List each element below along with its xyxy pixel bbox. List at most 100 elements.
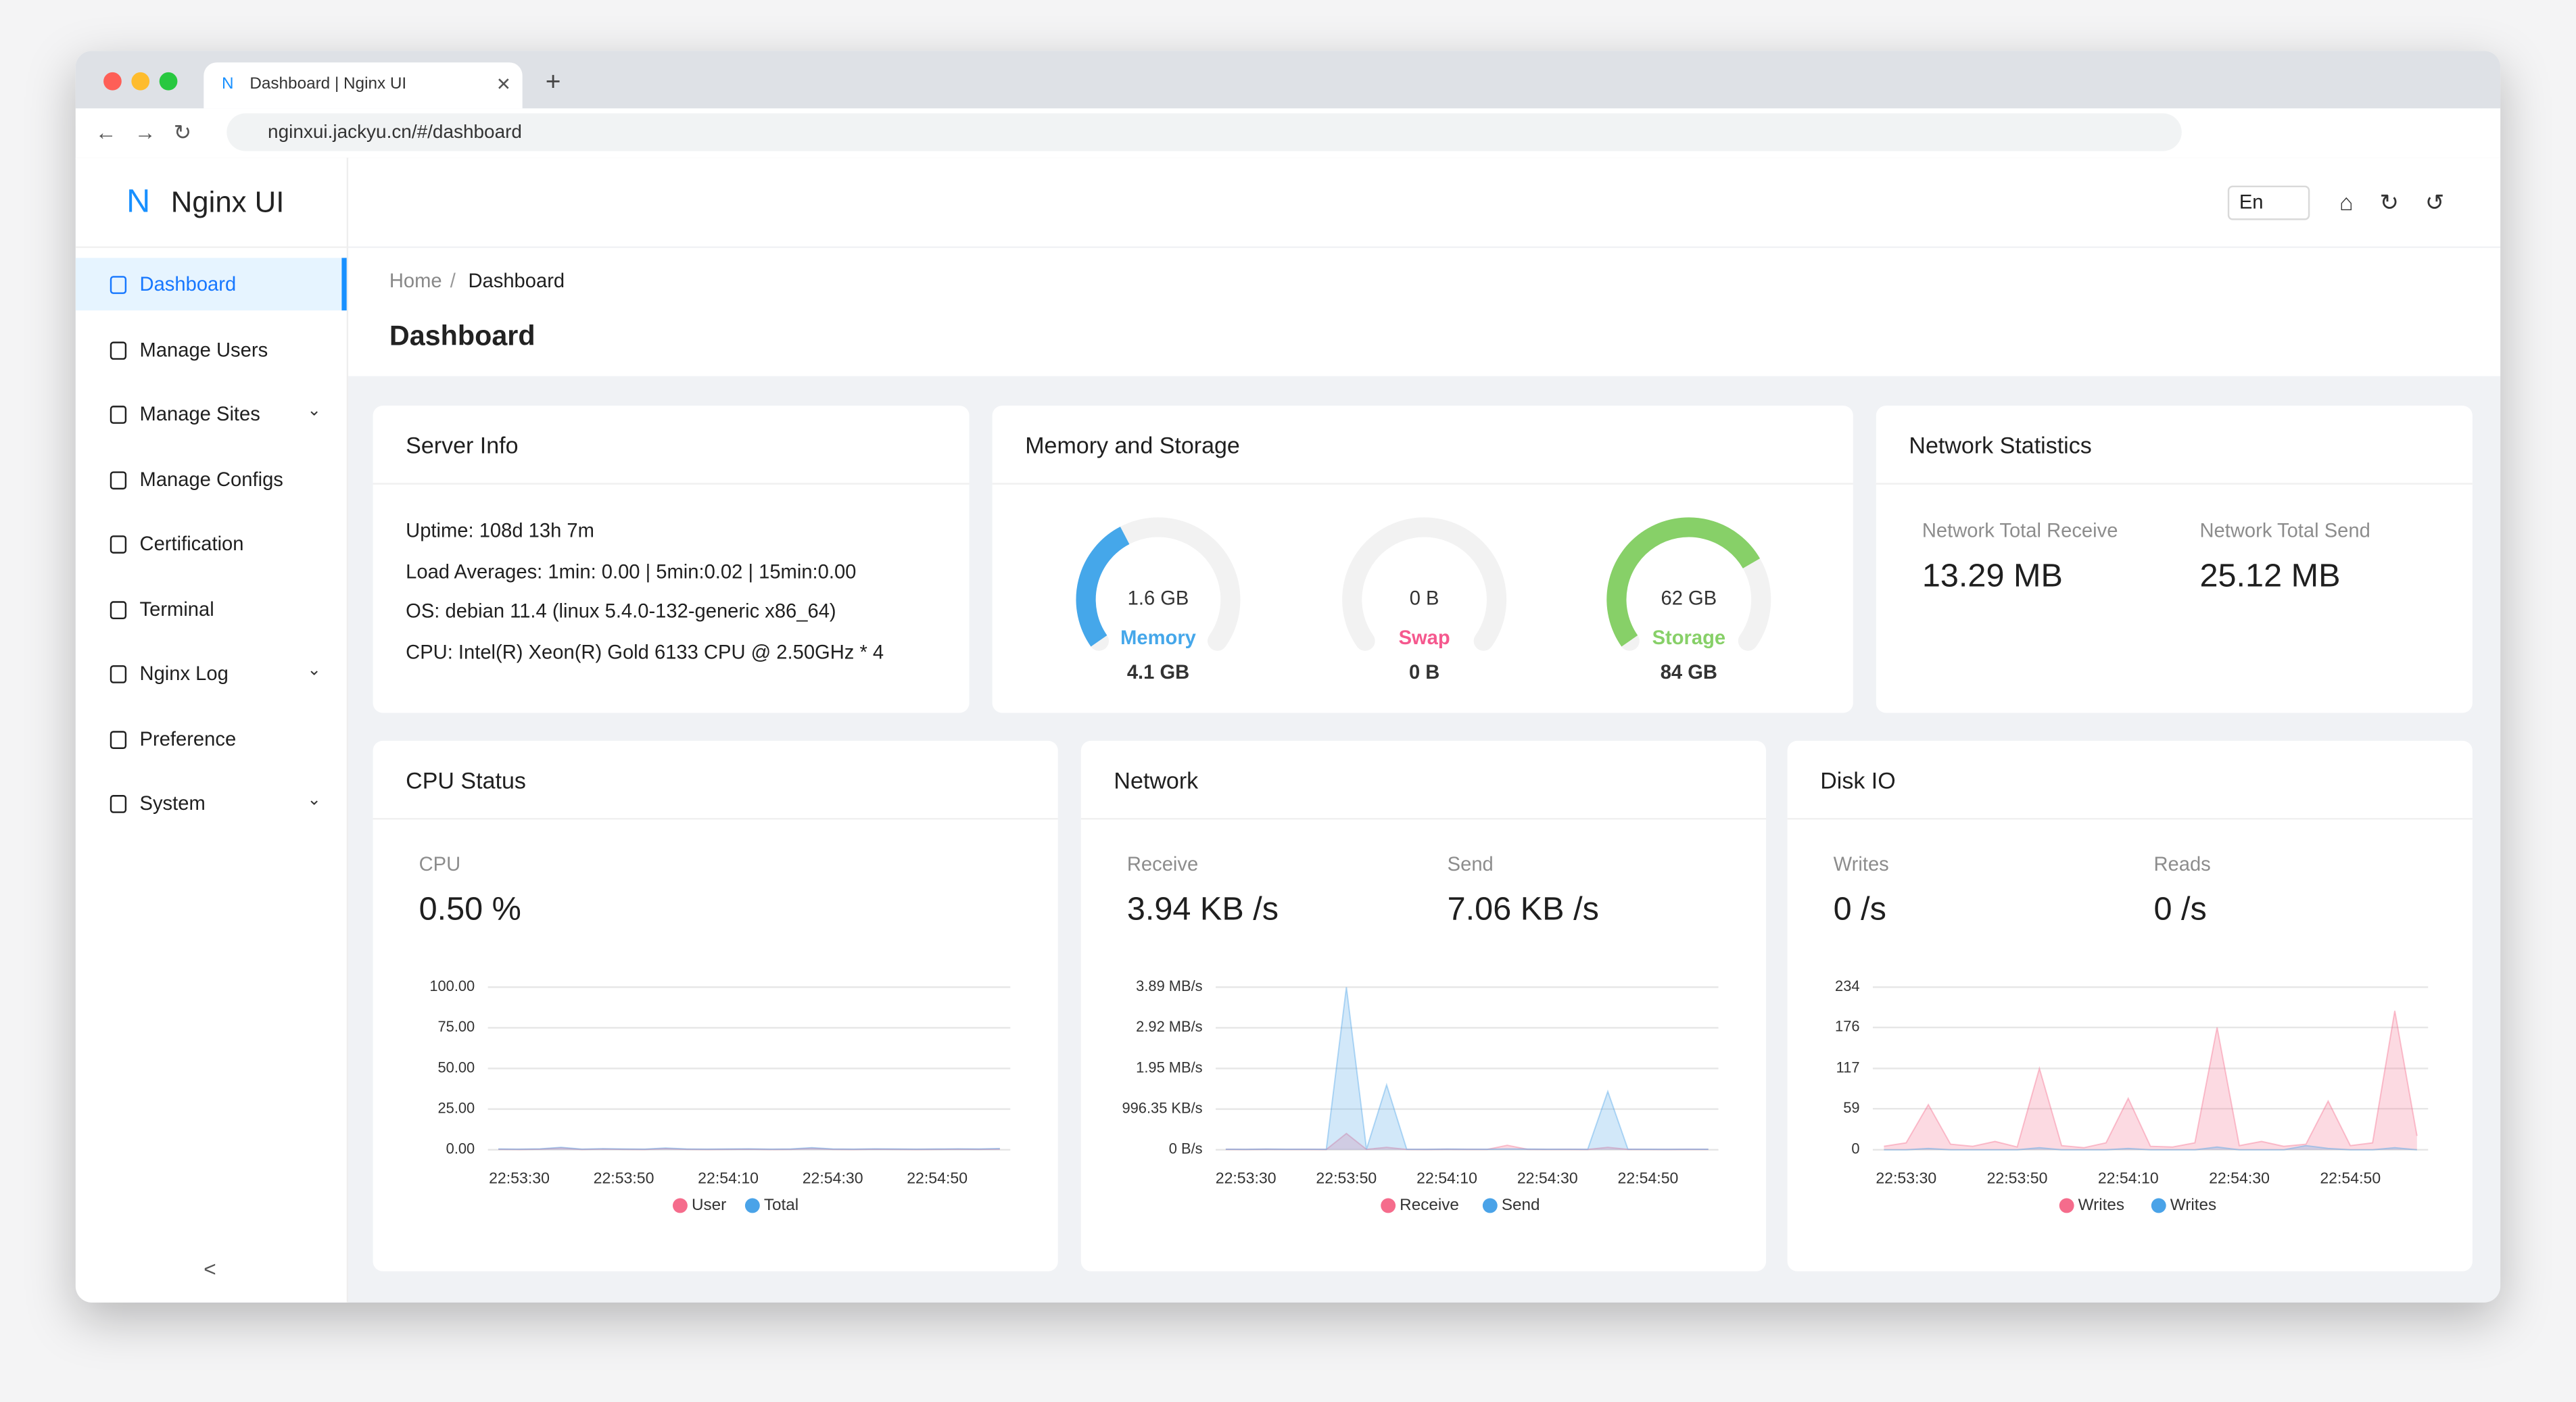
gauge-name: Swap: [1399, 627, 1450, 649]
y-tick-label: 0.00: [446, 1140, 475, 1157]
gauge-name: Memory: [1120, 627, 1197, 649]
card-divider: [992, 483, 1853, 485]
y-tick-label: 59: [1843, 1099, 1859, 1116]
series-line: [1884, 1144, 2417, 1151]
card-divider: [1080, 818, 1767, 820]
series-area: [1884, 1011, 2417, 1150]
legend-marker: [673, 1198, 688, 1213]
menu-chevron: ⌄: [307, 792, 321, 810]
card-title: CPU Status: [406, 767, 526, 794]
menu-item[interactable]: Manage Sites: [139, 402, 260, 426]
card-title: Disk IO: [1820, 767, 1896, 794]
x-tick-label: 22:53:50: [1316, 1169, 1377, 1187]
series-area: [1884, 1145, 2417, 1150]
series-line: [498, 1146, 1000, 1150]
y-tick-label: 50.00: [438, 1059, 475, 1075]
menu-item[interactable]: Manage Users: [139, 337, 268, 361]
menu-icon: [110, 600, 127, 619]
y-tick-label: 117: [1836, 1059, 1860, 1075]
legend-label: Writes: [2170, 1196, 2216, 1214]
menu-item[interactable]: Preference: [139, 727, 237, 750]
x-tick-label: 22:54:10: [698, 1169, 759, 1187]
breadcrumb-current: Dashboard: [468, 269, 565, 293]
close-dot[interactable]: [103, 72, 122, 91]
y-tick-label: 2.92 MB/s: [1136, 1018, 1202, 1035]
nav-buttons[interactable]: ← → ↻: [95, 120, 192, 145]
chart: 234 176 117 59 0 22:53:30 22:53:50 22:54:10 22:5…: [1835, 977, 2429, 1214]
logo-mark: N: [126, 184, 151, 220]
gauge-total: 84 GB: [1661, 662, 1717, 683]
menu-icon: [110, 276, 127, 294]
legend-label: Receive: [1400, 1196, 1459, 1214]
tab-close[interactable]: ✕: [496, 75, 512, 95]
menu-item[interactable]: Dashboard: [139, 272, 237, 296]
series-line: [1225, 1132, 1709, 1151]
legend-label: Writes: [2078, 1196, 2124, 1214]
stat-value: 25.12 MB: [2199, 558, 2341, 595]
x-tick-label: 22:54:10: [2098, 1169, 2159, 1187]
menu-item[interactable]: Certification: [139, 532, 244, 556]
sidebar: [75, 158, 349, 1303]
card-title: Memory and Storage: [1025, 432, 1240, 458]
y-tick-label: 234: [1835, 977, 1859, 994]
stat-value: 0 /s: [1833, 892, 1887, 928]
menu-chevron: ⌄: [307, 662, 321, 680]
card-divider: [1876, 483, 2473, 485]
stat-label: Writes: [1833, 852, 1889, 876]
url: nginxui.jackyu.cn/#/dashboard: [268, 123, 522, 143]
menu-icon: [110, 406, 127, 424]
y-tick-label: 176: [1835, 1018, 1859, 1035]
menu-icon: [110, 341, 127, 359]
y-tick-label: 1.95 MB/s: [1136, 1059, 1202, 1075]
x-tick-label: 22:54:50: [1618, 1169, 1679, 1187]
series-line: [1225, 987, 1709, 1151]
gauge-used: 1.6 GB: [1128, 588, 1189, 610]
y-tick-label: 3.89 MB/s: [1136, 977, 1202, 994]
y-tick-label: 0: [1851, 1140, 1859, 1157]
max-dot[interactable]: [159, 72, 178, 91]
series-area: [1225, 987, 1709, 1150]
collapse-button[interactable]: <: [204, 1256, 216, 1282]
menu-item[interactable]: System: [139, 792, 206, 815]
menu-icon: [110, 665, 127, 683]
menu-icon: [110, 470, 127, 489]
x-tick-label: 22:53:50: [594, 1169, 654, 1187]
menu-icon: [110, 795, 127, 813]
card-title: Network: [1114, 767, 1199, 794]
gauge-name: Storage: [1652, 627, 1725, 649]
x-tick-label: 22:54:30: [1517, 1169, 1578, 1187]
y-tick-label: 0 B/s: [1169, 1140, 1203, 1157]
language-select[interactable]: [2227, 185, 2310, 220]
gauge-arc: [1606, 517, 1761, 647]
stat-label: Network Total Receive: [1922, 518, 2118, 542]
header-icons[interactable]: ⌂↻↺: [2339, 189, 2471, 216]
min-dot[interactable]: [131, 72, 150, 91]
menu-item[interactable]: Terminal: [139, 597, 214, 621]
gauge-used: 62 GB: [1661, 588, 1717, 610]
new-tab[interactable]: +: [545, 69, 561, 97]
legend-marker: [1381, 1198, 1396, 1213]
menu-item[interactable]: Nginx Log: [139, 662, 229, 685]
card: Network Statistics Network Total Receive 1…: [1876, 406, 2473, 713]
breadcrumb-home[interactable]: Home: [389, 269, 442, 293]
legend-label: Send: [1502, 1196, 1540, 1214]
menu-item[interactable]: Manage Configs: [139, 467, 283, 491]
tab[interactable]: [204, 62, 523, 109]
server-info-line: Load Averages: 1min: 0.00 | 5min:0.02 | …: [406, 560, 857, 583]
language: En: [2239, 190, 2264, 214]
x-tick-label: 22:53:30: [1876, 1169, 1936, 1187]
gauges: 1.6 GB Memory 4.1 GB 0 B Swap 0 B 62 GB Storage…: [1076, 517, 1771, 683]
tab-favicon: N: [222, 75, 234, 94]
x-tick-label: 22:53:30: [1216, 1169, 1277, 1187]
page-header: [348, 247, 2501, 377]
stat-label: CPU: [419, 852, 461, 876]
card: CPU Status CPU 0.50 % 100.00 75.00 50.00 25.00…: [373, 740, 1058, 1272]
card-divider: [373, 818, 1058, 820]
menu-chevron: ⌄: [307, 402, 321, 421]
stat-value: 0 /s: [2153, 892, 2207, 928]
server-info-line: Uptime: 108d 13h 7m: [406, 518, 594, 542]
x-tick-label: 22:53:30: [489, 1169, 550, 1187]
server-info-line: CPU: Intel(R) Xeon(R) Gold 6133 CPU @ 2.…: [406, 640, 884, 664]
url-field[interactable]: [226, 113, 2182, 151]
